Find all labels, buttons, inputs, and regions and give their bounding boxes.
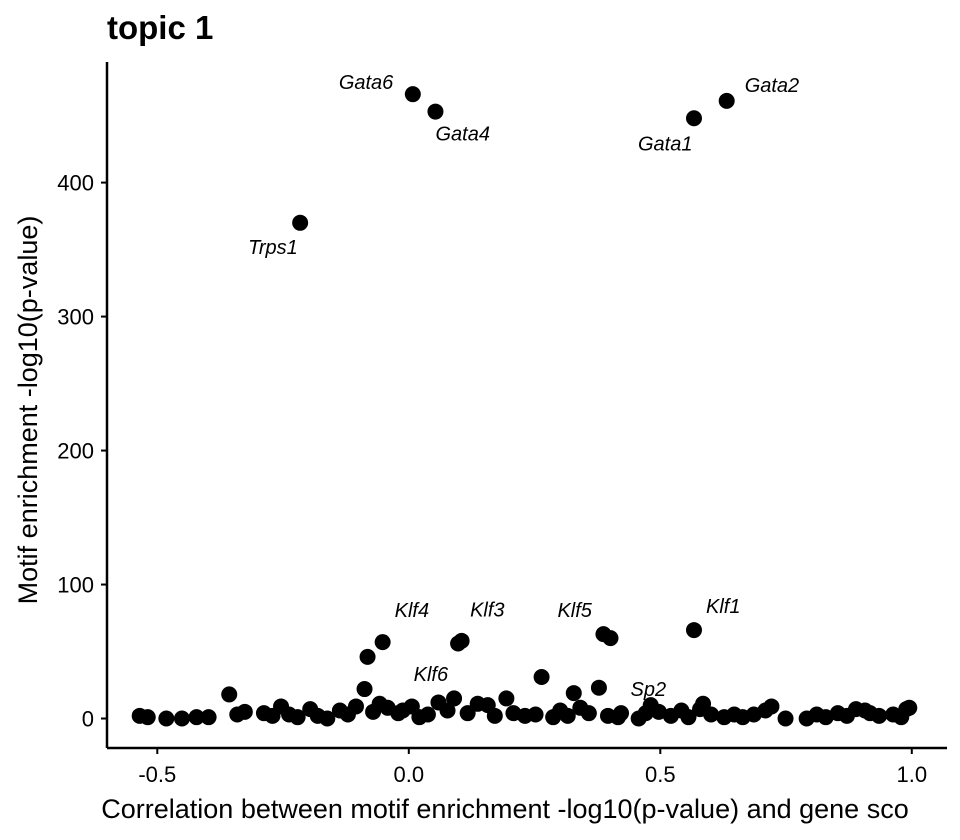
y-tick-label: 400 — [57, 171, 94, 196]
x-tick-label: -0.5 — [138, 762, 176, 787]
data-point — [158, 710, 175, 727]
data-point — [602, 630, 619, 647]
point-label: Trps1 — [248, 237, 298, 259]
point-label: Klf5 — [557, 600, 592, 622]
data-point — [703, 706, 720, 723]
data-point — [356, 681, 373, 698]
data-point — [777, 710, 794, 727]
x-tick-label: 0.0 — [393, 762, 424, 787]
data-point — [486, 707, 503, 724]
point-label: Gata1 — [638, 133, 692, 155]
data-point — [662, 707, 679, 724]
data-point — [685, 110, 702, 127]
data-point — [580, 705, 597, 722]
point-label: Klf6 — [414, 664, 449, 686]
chart-title: topic 1 — [107, 9, 213, 46]
data-point — [610, 709, 627, 726]
data-point — [650, 703, 667, 720]
data-point — [565, 685, 582, 702]
data-point — [264, 707, 281, 724]
data-point — [359, 648, 376, 665]
data-point — [498, 690, 515, 707]
point-label: Klf3 — [470, 599, 504, 621]
data-point — [292, 214, 309, 231]
point-labels: Gata6 Gata4 Gata1 Gata2 Trps1 Klf4 Klf6 Klf3 Klf… — [248, 72, 799, 701]
data-point — [404, 86, 421, 103]
data-point — [173, 710, 190, 727]
data-point — [862, 705, 879, 722]
y-tick-label: 0 — [82, 707, 94, 732]
data-point — [838, 707, 855, 724]
y-tick-label: 200 — [57, 439, 94, 464]
x-axis-title: Correlation between motif enrichment -lo… — [101, 794, 908, 824]
point-label: Gata6 — [339, 72, 394, 94]
data-point — [419, 706, 436, 723]
x-tick-label: 0.5 — [645, 762, 676, 787]
data-point — [680, 709, 697, 726]
y-tick-label: 100 — [57, 573, 94, 598]
data-point — [590, 679, 607, 696]
data-point — [374, 634, 391, 651]
data-point — [221, 686, 238, 703]
plot-axes: -0.5 0.0 0.5 1.0 0 100 200 300 400 — [57, 62, 947, 787]
data-points — [131, 86, 918, 727]
data-point — [459, 705, 476, 722]
data-point — [200, 709, 217, 726]
data-point — [339, 706, 356, 723]
data-point — [718, 92, 735, 109]
y-tick-label: 300 — [57, 305, 94, 330]
data-point — [365, 703, 382, 720]
data-point — [139, 709, 156, 726]
data-point — [559, 707, 576, 724]
data-point — [527, 706, 544, 723]
point-label: Gata4 — [435, 124, 489, 146]
data-point — [289, 709, 306, 726]
point-label: Sp2 — [630, 679, 666, 701]
point-label: Klf1 — [706, 596, 740, 618]
y-axis-title: Motif enrichment -log10(p-value) — [13, 216, 43, 605]
data-point — [901, 699, 918, 716]
point-label: Gata2 — [745, 75, 799, 97]
data-point — [637, 705, 654, 722]
data-point — [427, 103, 444, 120]
data-point — [446, 690, 463, 707]
data-point — [439, 702, 456, 719]
data-point — [236, 703, 253, 720]
data-point — [188, 709, 205, 726]
data-point — [319, 710, 336, 727]
data-point — [533, 668, 550, 685]
data-point — [450, 635, 467, 652]
data-point — [757, 702, 774, 719]
point-label: Klf4 — [395, 600, 429, 622]
x-tick-label: 1.0 — [896, 762, 927, 787]
data-point — [685, 622, 702, 639]
data-point — [817, 709, 834, 726]
data-point — [394, 702, 411, 719]
